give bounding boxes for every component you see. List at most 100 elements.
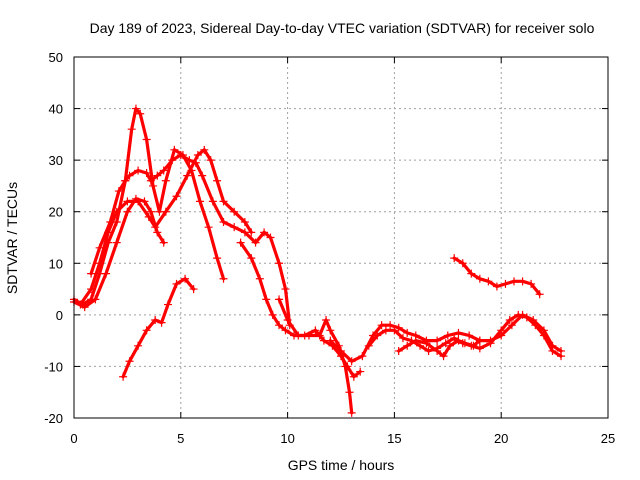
data-point-marker (531, 321, 540, 330)
data-point-marker (311, 326, 320, 335)
chart-title: Day 189 of 2023, Sidereal Day-to-day VTE… (90, 20, 595, 36)
data-point-marker (198, 171, 207, 180)
data-point-marker (454, 336, 463, 345)
data-point-marker (247, 254, 256, 263)
data-point-marker (424, 346, 433, 355)
data-point-marker (76, 300, 85, 309)
data-point-marker (208, 197, 217, 206)
data-point-marker (450, 334, 459, 343)
data-point-marker (522, 313, 531, 322)
data-point-marker (87, 269, 96, 278)
data-point-marker (505, 316, 514, 325)
series-track-11 (450, 254, 544, 299)
data-point-marker (121, 176, 130, 185)
data-point-marker (465, 331, 474, 340)
data-point-marker (497, 326, 506, 335)
y-axis-label: SDTVAR / TECUs (4, 182, 20, 294)
series-line (121, 277, 196, 379)
data-point-marker (146, 207, 155, 216)
data-point-marker (240, 218, 249, 227)
data-point-marker (514, 310, 523, 319)
data-point-marker (134, 166, 143, 175)
series-track-5 (119, 274, 198, 381)
data-point-marker (283, 316, 292, 325)
data-point-marker (123, 207, 132, 216)
data-point-marker (266, 233, 275, 242)
y-tick-label: 0 (56, 308, 63, 323)
data-series (70, 104, 566, 417)
data-point-marker (157, 318, 166, 327)
data-point-marker (134, 341, 143, 350)
data-point-marker (144, 212, 153, 221)
data-point-marker (172, 192, 181, 201)
data-point-marker (403, 341, 412, 350)
data-point-marker (87, 285, 96, 294)
data-point-marker (189, 285, 198, 294)
y-tick-label: 30 (49, 153, 63, 168)
data-point-marker (230, 207, 239, 216)
data-point-marker (486, 339, 495, 348)
data-point-marker (492, 282, 501, 291)
data-point-marker (91, 295, 100, 304)
data-point-marker (275, 259, 284, 268)
data-point-marker (475, 274, 484, 283)
data-point-marker (255, 274, 264, 283)
data-point-marker (176, 150, 185, 159)
data-point-marker (518, 277, 527, 286)
data-point-marker (377, 321, 386, 330)
data-point-marker (131, 104, 140, 113)
data-point-marker (146, 176, 155, 185)
data-point-marker (358, 352, 367, 361)
data-point-marker (356, 367, 365, 376)
data-point-marker (281, 285, 290, 294)
data-point-marker (200, 145, 209, 154)
data-point-marker (275, 321, 284, 330)
data-point-marker (347, 408, 356, 417)
data-point-marker (219, 274, 228, 283)
data-point-marker (557, 352, 566, 361)
x-tick-label: 15 (387, 431, 401, 446)
plot-frame (73, 56, 609, 419)
data-point-marker (102, 269, 111, 278)
data-point-marker (142, 326, 151, 335)
data-point-marker (161, 207, 170, 216)
data-point-marker (507, 321, 516, 330)
x-tick-label: 10 (280, 431, 294, 446)
data-point-marker (403, 328, 412, 337)
data-point-marker (153, 228, 162, 237)
data-point-marker (510, 277, 519, 286)
data-point-marker (450, 254, 459, 263)
data-point-marker (159, 166, 168, 175)
y-tick-label: 40 (49, 102, 63, 117)
data-point-marker (236, 238, 245, 247)
data-point-marker (326, 336, 335, 345)
grid-lines (74, 57, 608, 418)
data-point-marker (458, 259, 467, 268)
y-tick-label: 20 (49, 205, 63, 220)
data-point-marker (260, 228, 269, 237)
data-point-marker (163, 300, 172, 309)
axis-ticks: 0 5 10 15 20 25 -20 -10 0 10 20 30 40 50 (44, 50, 615, 446)
data-point-marker (185, 156, 194, 165)
data-point-marker (411, 336, 420, 345)
data-point-marker (125, 171, 134, 180)
data-point-marker (527, 279, 536, 288)
data-point-marker (219, 197, 228, 206)
data-point-marker (386, 321, 395, 330)
data-point-marker (149, 181, 158, 190)
data-point-marker (151, 316, 160, 325)
x-tick-label: 25 (601, 431, 615, 446)
data-point-marker (181, 274, 190, 283)
y-tick-label: 50 (49, 50, 63, 65)
data-point-marker (337, 346, 345, 355)
x-tick-label: 5 (177, 431, 184, 446)
data-point-marker (341, 362, 350, 371)
data-point-marker (127, 125, 136, 134)
data-point-marker (469, 341, 478, 350)
data-point-marker (322, 316, 331, 325)
data-point-marker (439, 352, 448, 361)
data-point-marker (80, 303, 89, 312)
data-point-marker (454, 328, 463, 337)
data-point-marker (193, 150, 202, 159)
